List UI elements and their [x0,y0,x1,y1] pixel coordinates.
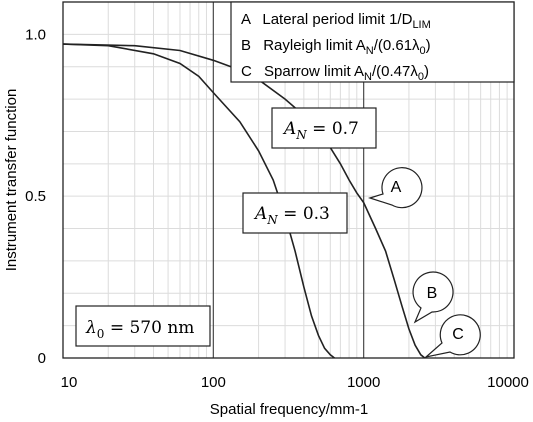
curve-label-text: AN = 0.3 [253,204,330,227]
callout-c-bubble [423,314,481,359]
callout-c-label: C [452,326,464,343]
wavelength-annotation: λ0 = 570 nm [75,305,211,347]
wavelength-text: λ0 = 570 nm [85,318,194,341]
curves [62,43,426,359]
y-tick-label: 1.0 [25,26,46,43]
callout-c: C [423,314,481,359]
callout-a: A [367,167,423,209]
curve-label-box [271,107,377,149]
callout-a-label: A [391,179,402,196]
callout-a-bubble [367,167,423,209]
curve-label-an-03: AN = 0.3 [242,192,348,234]
y-axis-title: Instrument transfer function [3,89,20,272]
legend-entry-a: A Lateral period limit 1/DLIM [241,11,431,31]
callout-b: B [412,271,454,324]
x-tick-label: 1000 [347,374,380,391]
y-tick-label: 0.5 [25,188,46,205]
tick-labels: 10 100 1000 10000 0 0.5 1.0 [25,26,529,391]
legend-box [230,1,515,83]
curve-label-an-07: AN = 0.7 [271,107,377,149]
series-line-an-07 [62,43,426,359]
legend-entry-b: B Rayleigh limit AN/(0.61λ0) [241,37,431,57]
x-tick-label: 10 [61,374,78,391]
y-tick-label: 0 [38,350,46,367]
series-line-an-03 [62,43,335,359]
x-axis-title: Spatial frequency/mm-1 [210,401,368,418]
legend-entry-c: C Sparrow limit AN/(0.47λ0) [241,63,429,83]
x-tick-label: 10000 [487,374,529,391]
legend: A Lateral period limit 1/DLIM B Rayleigh… [230,1,515,83]
callout-b-bubble [412,271,454,324]
curve-label-text: AN = 0.7 [282,119,359,142]
callout-b-label: B [427,285,438,302]
curve-label-box [242,192,348,234]
wavelength-box [75,305,211,347]
x-tick-label: 100 [201,374,226,391]
